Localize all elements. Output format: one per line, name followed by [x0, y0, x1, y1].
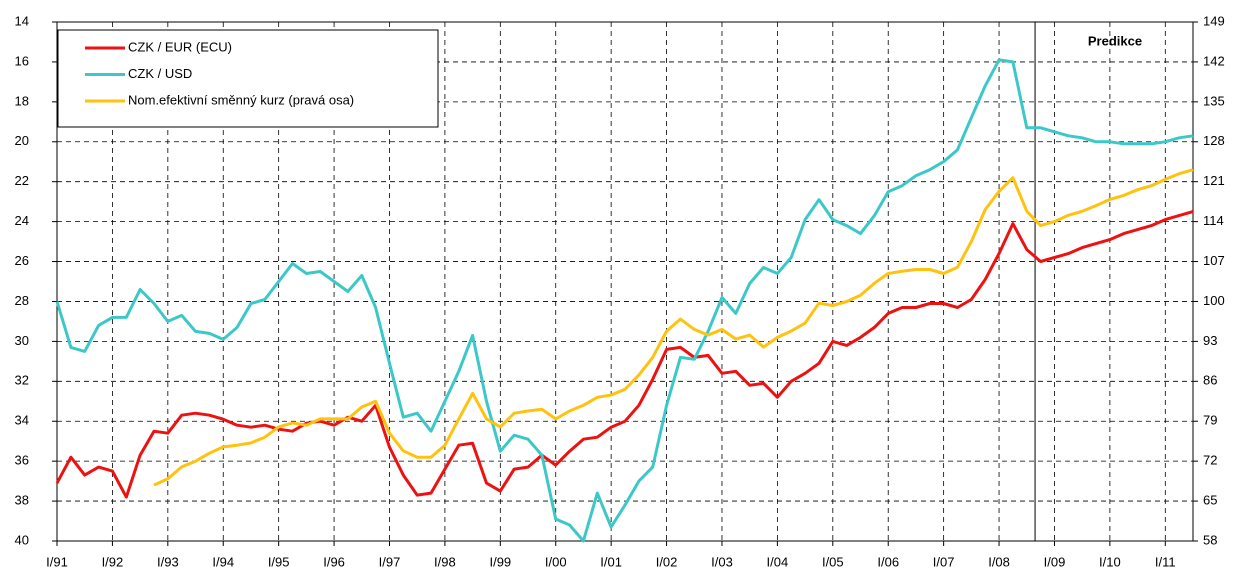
- y2-tick-label: 79: [1203, 413, 1217, 428]
- series-line: [153, 168, 1194, 487]
- x-tick-label: I/09: [1044, 554, 1066, 569]
- x-tick-label: I/06: [877, 554, 899, 569]
- y-tick-label: 40: [15, 532, 29, 547]
- x-tick-label: I/07: [933, 554, 955, 569]
- x-tick-label: I/00: [545, 554, 567, 569]
- series-line: [55, 210, 1194, 499]
- y-tick-label: 20: [15, 133, 29, 148]
- x-tick-label: I/96: [323, 554, 345, 569]
- y2-tick-label: 135: [1203, 93, 1225, 108]
- x-tick-label: I/05: [822, 554, 844, 569]
- y2-tick-label: 58: [1203, 532, 1217, 547]
- x-tick-label: I/08: [988, 554, 1010, 569]
- x-tick-label: I/95: [268, 554, 290, 569]
- y-tick-label: 26: [15, 253, 29, 268]
- x-tick-label: I/93: [157, 554, 179, 569]
- y2-tick-label: 128: [1203, 133, 1225, 148]
- y2-tick-label: 149: [1203, 13, 1225, 28]
- x-tick-label: I/91: [46, 554, 68, 569]
- y2-tick-label: 121: [1203, 173, 1225, 188]
- y2-tick-label: 142: [1203, 53, 1225, 68]
- y2-tick-label: 72: [1203, 453, 1217, 468]
- legend-label: CZK / EUR (ECU): [128, 39, 232, 54]
- y-tick-label: 34: [15, 413, 29, 428]
- y-tick-label: 32: [15, 373, 29, 388]
- y-tick-label: 22: [15, 173, 29, 188]
- legend-label: Nom.efektivní směnný kurz (pravá osa): [128, 92, 354, 107]
- y2-tick-label: 86: [1203, 373, 1217, 388]
- y2-tick-label: 100: [1203, 293, 1225, 308]
- y-tick-label: 38: [15, 493, 29, 508]
- legend-box: [57, 29, 439, 128]
- x-tick-label: I/10: [1099, 554, 1121, 569]
- y2-tick-label: 114: [1203, 213, 1224, 228]
- y2-tick-label: 65: [1203, 493, 1217, 508]
- x-tick-label: I/02: [656, 554, 678, 569]
- y2-tick-label: 107: [1203, 253, 1225, 268]
- y-tick-label: 24: [15, 213, 29, 228]
- x-tick-label: I/98: [434, 554, 456, 569]
- x-tick-label: I/97: [379, 554, 401, 569]
- x-tick-label: I/92: [102, 554, 124, 569]
- x-tick-label: I/01: [600, 554, 622, 569]
- y-tick-label: 30: [15, 333, 29, 348]
- x-tick-label: I/11: [1155, 554, 1176, 569]
- series-line: [55, 58, 1194, 543]
- y-tick-label: 28: [15, 293, 29, 308]
- y-tick-label: 18: [15, 93, 29, 108]
- x-tick-label: I/94: [212, 554, 234, 569]
- prediction-label: Predikce: [1088, 33, 1142, 48]
- y-tick-label: 16: [15, 53, 29, 68]
- legend-label: CZK / USD: [128, 66, 192, 81]
- plot-frame: [56, 21, 1194, 542]
- x-tick-label: I/99: [489, 554, 511, 569]
- x-tick-label: I/03: [711, 554, 733, 569]
- y-tick-label: 36: [15, 453, 29, 468]
- y-tick-label: 14: [15, 13, 29, 28]
- x-tick-label: I/04: [767, 554, 789, 569]
- y2-tick-label: 93: [1203, 333, 1217, 348]
